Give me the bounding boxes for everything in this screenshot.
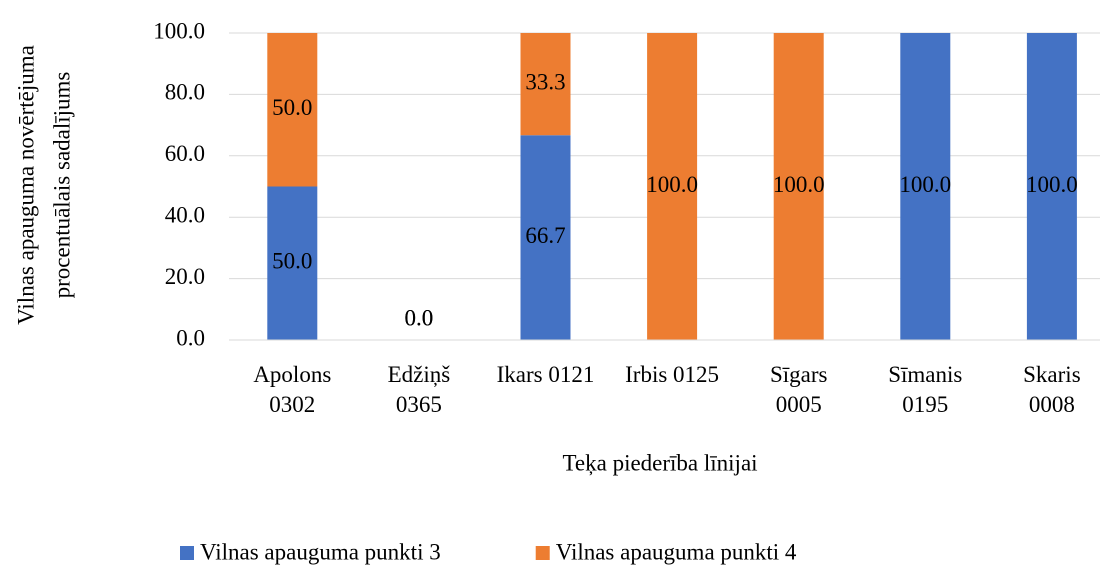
y-tick-label: 60.0: [165, 141, 205, 166]
x-tick-label: Ikars 0121: [496, 362, 595, 387]
legend-label: Vilnas apauguma punkti 3: [200, 539, 441, 564]
x-tick-label: Apolons 0302: [253, 362, 332, 417]
legend-swatch: [535, 546, 550, 560]
legend-label: Vilnas apauguma punkti 4: [556, 539, 797, 564]
data-label: 50.0: [272, 249, 312, 274]
bar-segment: [520, 135, 571, 340]
x-tick-label: Sīmanis 0195: [888, 362, 963, 417]
data-label: 0.0: [405, 305, 434, 330]
data-label: 0.0: [405, 305, 434, 330]
bar-segment: [267, 33, 318, 187]
bar-segment: [647, 33, 698, 340]
y-tick-label: 0.0: [176, 325, 205, 350]
data-label: 100.0: [646, 172, 698, 197]
y-tick-label: 20.0: [165, 264, 205, 289]
data-label: 33.3: [525, 69, 565, 94]
x-axis-title: Teķa piederība līnijai: [562, 450, 757, 476]
bar-segment: [900, 33, 951, 340]
data-label: 50.0: [272, 95, 312, 120]
bar-segment: [520, 33, 571, 136]
data-label: 100.0: [1026, 172, 1078, 197]
bar-segment: [1026, 33, 1077, 340]
legend-swatch: [180, 546, 194, 560]
y-axis-title: Vilnas apauguma novērtējuma: [13, 45, 38, 325]
y-axis-title: procentuālais sadalījums: [49, 72, 74, 299]
y-tick-label: 80.0: [165, 80, 205, 105]
bar-segment: [267, 186, 318, 340]
x-tick-label: Sīgars 0005: [769, 362, 828, 417]
x-tick-label: Irbis 0125: [625, 362, 720, 387]
bar-segment: [773, 33, 824, 340]
x-tick-label: Skaris 0008: [1023, 362, 1081, 417]
y-tick-label: 40.0: [165, 202, 205, 227]
data-label: 66.7: [525, 223, 565, 248]
x-tick-label: Edžiņš 0365: [387, 362, 451, 417]
data-label: 100.0: [773, 172, 825, 197]
data-label: 100.0: [899, 172, 951, 197]
y-tick-label: 100.0: [153, 18, 205, 43]
